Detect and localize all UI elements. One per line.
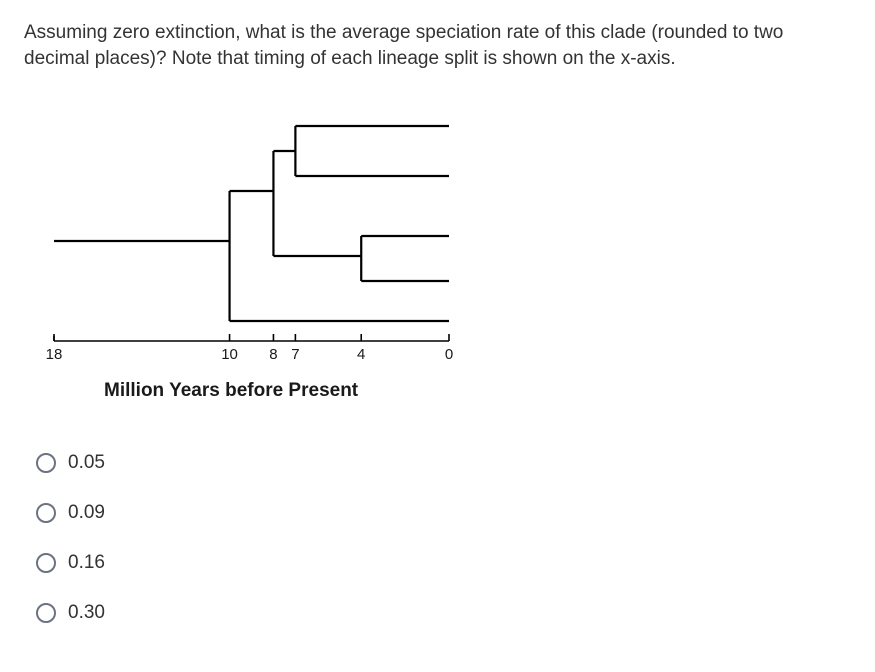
option-row[interactable]: 0.05 <box>36 452 851 474</box>
svg-text:4: 4 <box>357 346 365 363</box>
option-label: 0.09 <box>68 502 105 524</box>
radio-icon[interactable] <box>36 603 56 623</box>
radio-icon[interactable] <box>36 453 56 473</box>
option-row[interactable]: 0.16 <box>36 552 851 574</box>
svg-text:18: 18 <box>46 346 63 363</box>
option-label: 0.30 <box>68 602 105 624</box>
option-row[interactable]: 0.30 <box>36 602 851 624</box>
svg-text:7: 7 <box>291 346 299 363</box>
phylogeny-figure: 18 10 87 4 0 Million Years before Present <box>34 111 851 402</box>
x-axis-label: Million Years before Present <box>104 380 851 402</box>
option-row[interactable]: 0.09 <box>36 502 851 524</box>
radio-icon[interactable] <box>36 503 56 523</box>
phylogeny-svg: 18 10 87 4 0 <box>34 111 464 371</box>
answer-options: 0.05 0.09 0.16 0.30 <box>36 452 851 624</box>
svg-text:0: 0 <box>445 346 453 363</box>
radio-icon[interactable] <box>36 553 56 573</box>
question-prompt: Assuming zero extinction, what is the av… <box>24 20 824 71</box>
svg-text:8: 8 <box>269 346 277 363</box>
option-label: 0.05 <box>68 452 105 474</box>
svg-text:10: 10 <box>221 346 238 363</box>
option-label: 0.16 <box>68 552 105 574</box>
